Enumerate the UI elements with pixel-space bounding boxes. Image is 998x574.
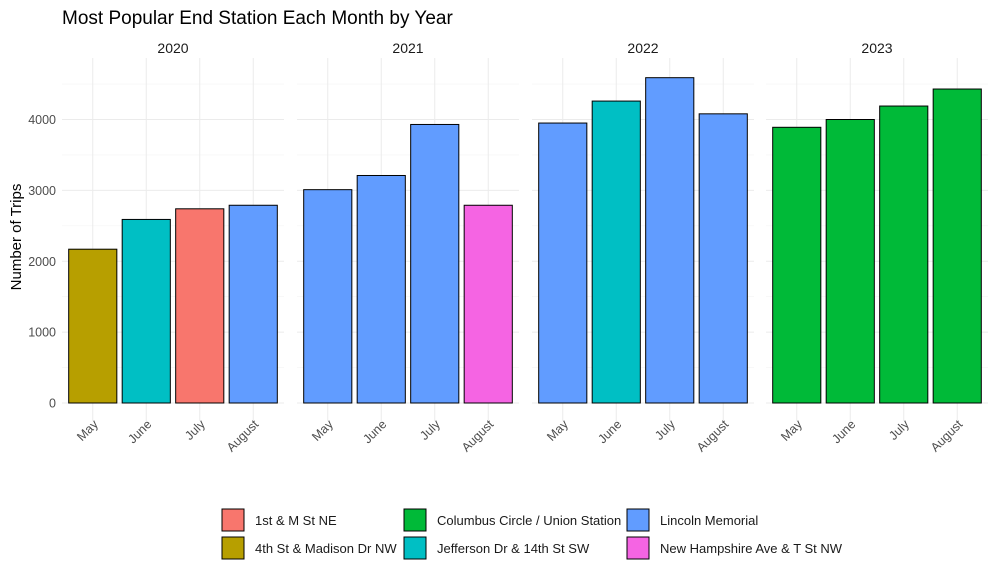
bar-2023-may <box>772 126 822 404</box>
panel-2023: May June July August 2023 <box>766 40 988 455</box>
x-tick-label: May <box>778 417 805 444</box>
y-tick-label: 1000 <box>28 326 56 340</box>
y-tick-label: 4000 <box>28 113 56 127</box>
bar-2023-august <box>932 88 982 404</box>
bar-2020-august <box>228 204 278 404</box>
y-tick-label: 3000 <box>28 184 56 198</box>
bar-2022-july <box>645 77 695 404</box>
bar-2021-august <box>463 204 513 404</box>
legend-label: 1st & M St NE <box>255 513 337 528</box>
x-tick-label: July <box>652 417 678 443</box>
x-tick-label: August <box>694 417 732 455</box>
bar-2022-august <box>698 113 748 404</box>
x-tick-label: May <box>74 417 101 444</box>
y-tick-label: 2000 <box>28 255 56 269</box>
legend: 1st & M St NE 4th St & Madison Dr NW Colum… <box>221 508 843 560</box>
legend-label: New Hampshire Ave & T St NW <box>660 541 843 556</box>
panel-2022: May June July August 2022 <box>532 40 754 455</box>
legend-swatch <box>626 536 650 560</box>
legend-item: Jefferson Dr & 14th St SW <box>403 536 590 560</box>
chart-panels: May June July August 2020 May June July August 20… <box>28 40 988 455</box>
legend-label: Jefferson Dr & 14th St SW <box>437 541 590 556</box>
x-tick-label: July <box>417 417 443 443</box>
bar-2021-july <box>410 123 460 404</box>
x-tick-label: August <box>224 417 262 455</box>
legend-item: 1st & M St NE <box>221 508 337 532</box>
x-tick-label: August <box>459 417 497 455</box>
facet-strip-label: 2021 <box>392 40 423 56</box>
legend-label: 4th St & Madison Dr NW <box>255 541 397 556</box>
panel-2020: May June July August 2020 <box>62 40 284 455</box>
x-tick-label: June <box>829 417 858 446</box>
legend-item: Columbus Circle / Union Station <box>403 508 621 532</box>
bar-2020-july <box>175 208 225 404</box>
legend-label: Lincoln Memorial <box>660 513 758 528</box>
y-axis-label: Number of Trips <box>8 184 25 291</box>
y-axis-ticks: 0 1000 2000 3000 4000 <box>28 113 56 411</box>
facet-strip-label: 2022 <box>627 40 658 56</box>
legend-swatch <box>626 508 650 532</box>
bar-2022-june <box>591 100 641 404</box>
x-tick-label: July <box>182 417 208 443</box>
legend-item: Lincoln Memorial <box>626 508 758 532</box>
bar-2020-may <box>68 248 118 404</box>
legend-swatch <box>403 536 427 560</box>
bar-2020-june <box>121 218 171 404</box>
legend-swatch <box>403 508 427 532</box>
x-tick-label: June <box>360 417 389 446</box>
bar-2022-may <box>538 122 588 404</box>
legend-item: New Hampshire Ave & T St NW <box>626 536 843 560</box>
x-tick-label: August <box>928 417 966 455</box>
facet-strip-label: 2023 <box>861 40 892 56</box>
bar-2021-may <box>303 189 353 404</box>
x-tick-label: May <box>544 417 571 444</box>
bar-2023-june <box>825 119 875 404</box>
facet-strip-label: 2020 <box>157 40 188 56</box>
x-tick-label: May <box>309 417 336 444</box>
bar-2021-june <box>356 174 406 404</box>
x-tick-label: June <box>125 417 154 446</box>
legend-label: Columbus Circle / Union Station <box>437 513 621 528</box>
chart-title: Most Popular End Station Each Month by Y… <box>62 8 453 29</box>
legend-swatch <box>221 508 245 532</box>
x-tick-label: July <box>886 417 912 443</box>
legend-item: 4th St & Madison Dr NW <box>221 536 397 560</box>
legend-swatch <box>221 536 245 560</box>
panel-2021: May June July August 2021 <box>297 40 519 455</box>
x-tick-label: June <box>595 417 624 446</box>
bar-2023-july <box>879 105 929 404</box>
y-tick-label: 0 <box>49 397 56 411</box>
